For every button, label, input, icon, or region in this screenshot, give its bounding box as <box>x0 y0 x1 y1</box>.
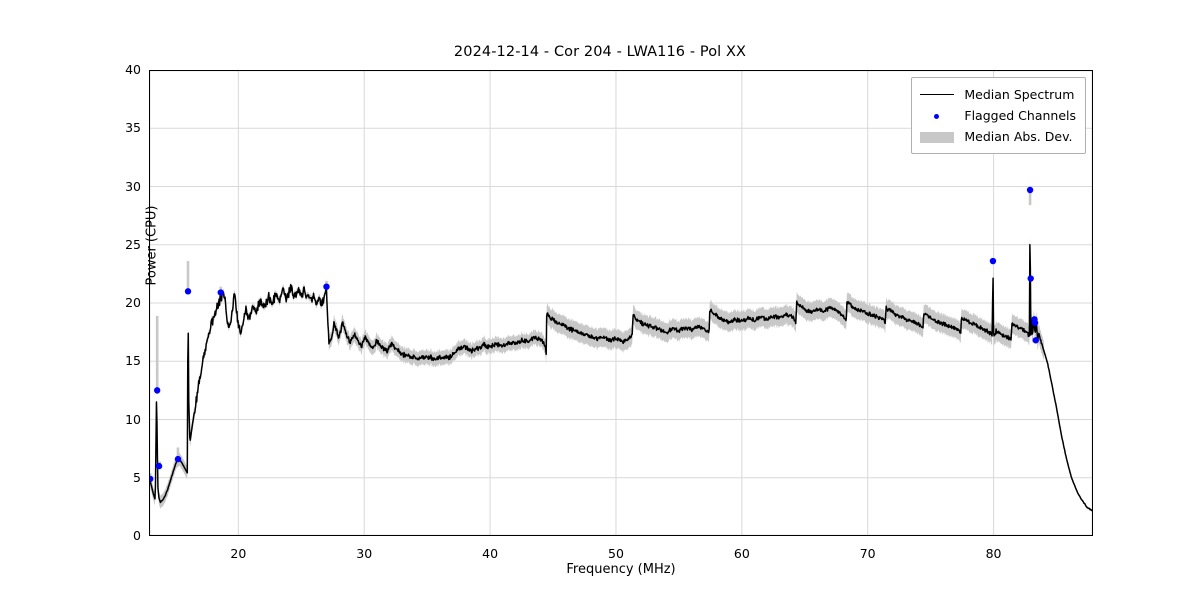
legend-label-median-abs-dev: Median Abs. Dev. <box>964 129 1073 144</box>
y-tick-25: 25 <box>125 236 141 252</box>
y-tick-40: 40 <box>125 62 141 77</box>
flagged-channel-point <box>217 289 224 296</box>
legend-item-median-spectrum: Median Spectrum <box>919 84 1076 105</box>
y-axis-label: Power (CPU) <box>144 205 160 286</box>
flagged-channel-point <box>1031 319 1039 326</box>
x-tick-20: 20 <box>230 546 247 561</box>
y-tick-10: 10 <box>125 411 141 427</box>
y-tick-0: 0 <box>133 528 141 543</box>
legend-patch-swatch <box>919 129 955 145</box>
legend-item-flagged-channels: Flagged Channels <box>919 105 1076 126</box>
x-tick-50: 50 <box>608 546 624 561</box>
flagged-channel-point <box>1032 337 1039 344</box>
median-abs-dev-band <box>149 187 1093 512</box>
axes-frame <box>149 70 1093 536</box>
legend-dot-swatch <box>919 108 955 124</box>
x-tick-70: 70 <box>859 546 876 561</box>
flagged-channel-point <box>174 455 182 463</box>
flagged-channel-point <box>989 257 997 265</box>
x-tick-60: 60 <box>733 546 750 561</box>
flagged-channel-markers <box>149 186 1039 483</box>
plot-area: 20 30 40 50 60 70 80 0 5 10 15 20 25 30 35 40 Frequenc… <box>125 62 1093 577</box>
flagged-channel-point <box>153 387 161 394</box>
x-tick-40: 40 <box>482 546 499 561</box>
flagged-channel-point <box>149 475 154 483</box>
x-axis-label: Frequency (MHz) <box>566 562 676 577</box>
flagged-channel-point <box>155 462 163 470</box>
flagged-channel-point <box>1026 186 1034 194</box>
x-tick-80: 80 <box>985 546 1002 561</box>
y-tick-35: 35 <box>125 120 141 136</box>
flagged-channel-point <box>1027 275 1034 282</box>
flagged-channel-point <box>323 283 330 290</box>
x-tick-30: 30 <box>356 546 373 561</box>
legend-line-swatch <box>919 87 955 103</box>
y-tick-20: 20 <box>125 295 141 310</box>
chart-legend: Median Spectrum Flagged Channels Median … <box>911 77 1086 154</box>
flagged-channel-point <box>184 288 192 295</box>
legend-label-median-spectrum: Median Spectrum <box>964 87 1075 102</box>
legend-label-flagged-channels: Flagged Channels <box>964 108 1076 123</box>
median-spectrum-line <box>149 243 1093 512</box>
y-tick-5: 5 <box>133 469 141 485</box>
chart-title: 2024-12-14 - Cor 204 - LWA116 - Pol XX <box>453 44 747 60</box>
legend-item-median-abs-dev: Median Abs. Dev. <box>919 126 1076 147</box>
y-tick-15: 15 <box>125 353 141 369</box>
y-tick-30: 30 <box>125 178 141 194</box>
